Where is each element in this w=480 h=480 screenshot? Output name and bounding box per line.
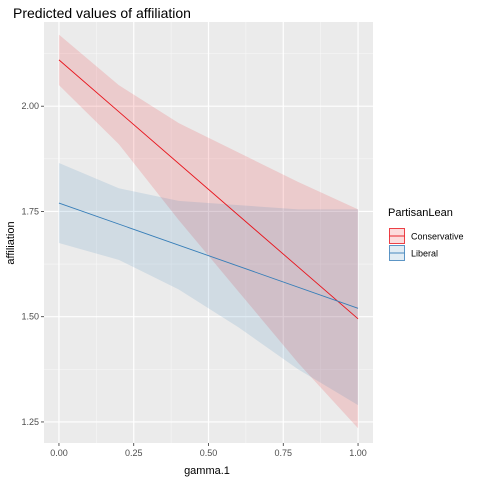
y-tick-label: 1.50 <box>21 312 39 322</box>
x-axis-title: gamma.1 <box>184 465 230 477</box>
legend: PartisanLean Conservative Liberal <box>388 207 464 261</box>
y-axis: 1.25 1.50 1.75 2.00 <box>21 101 44 427</box>
legend-key-conservative <box>389 228 405 244</box>
x-tick-label: 1.00 <box>349 448 367 458</box>
x-axis: 0.00 0.25 0.50 0.75 1.00 <box>50 443 367 458</box>
confidence-bands <box>58 34 359 429</box>
x-tick-label: 0.25 <box>125 448 143 458</box>
conservative-line <box>58 59 359 320</box>
x-tick-label: 0.75 <box>275 448 293 458</box>
y-tick-label: 2.00 <box>21 101 39 111</box>
chart-title: Predicted values of affiliation <box>13 5 191 21</box>
legend-key-liberal <box>389 245 405 261</box>
legend-label-liberal: Liberal <box>411 249 438 259</box>
y-tick-label: 1.25 <box>21 417 39 427</box>
y-tick-label: 1.75 <box>21 206 39 216</box>
x-tick-label: 0.50 <box>200 448 218 458</box>
y-axis-title: affiliation <box>5 221 17 264</box>
conservative-confidence-band <box>58 34 359 429</box>
liberal-line <box>58 202 359 309</box>
legend-title: PartisanLean <box>388 207 453 219</box>
series-lines <box>58 59 359 320</box>
liberal-confidence-band <box>58 163 359 406</box>
major-gridlines <box>44 22 373 443</box>
legend-label-conservative: Conservative <box>411 232 464 242</box>
x-tick-label: 0.00 <box>50 448 68 458</box>
